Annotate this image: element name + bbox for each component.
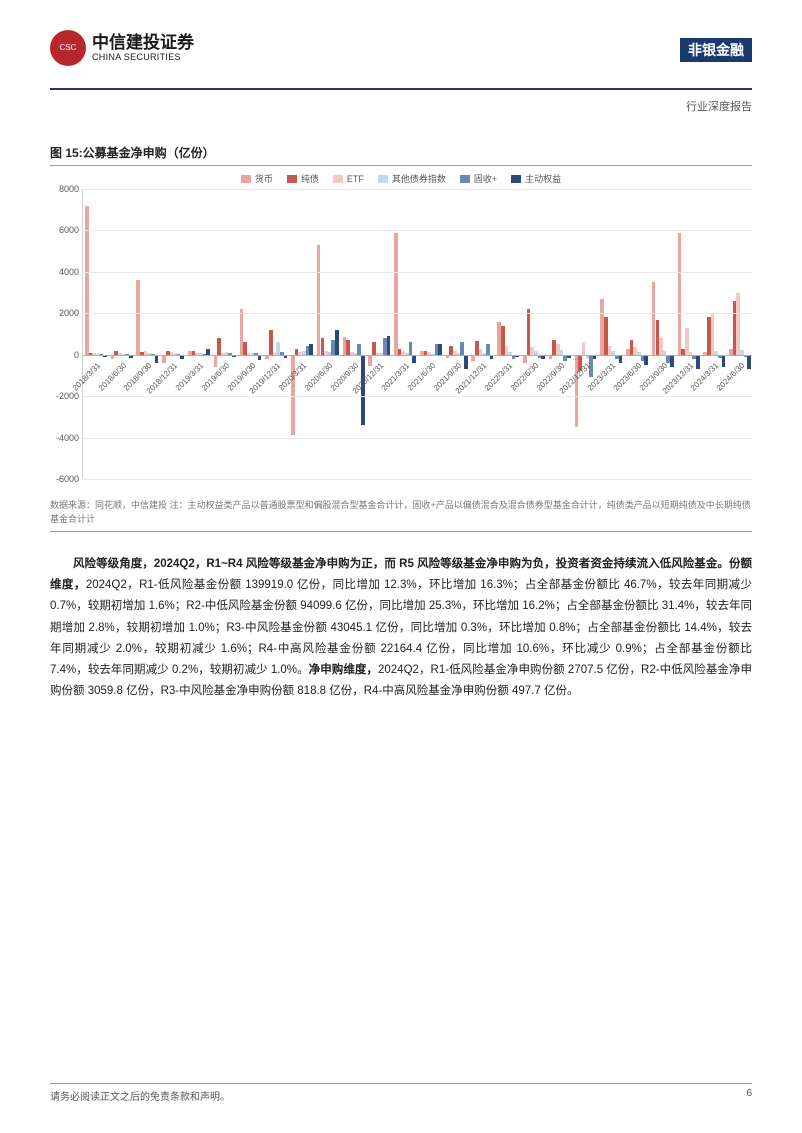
bar — [582, 342, 586, 354]
bar — [736, 293, 740, 355]
legend-item: 货币 — [241, 172, 273, 185]
y-axis-label: 6000 — [53, 225, 83, 235]
logo-text-en: CHINA SECURITIES — [92, 52, 194, 62]
legend-item: ETF — [333, 172, 364, 185]
footer-disclaimer: 请务必阅读正文之后的免责条款和声明。 — [50, 1088, 230, 1103]
bar — [155, 355, 159, 363]
legend-item: 主动权益 — [511, 172, 561, 185]
bar — [696, 355, 700, 370]
legend-item: 纯债 — [287, 172, 319, 185]
y-axis-label: 0 — [53, 350, 83, 360]
gridline — [83, 189, 752, 190]
bar — [309, 344, 313, 354]
legend-label: 主动权益 — [525, 172, 561, 185]
body-mid-bold: 净申购维度， — [309, 664, 378, 676]
chart-plot: -6000-4000-2000020004000600080002018/3/3… — [82, 189, 752, 479]
legend-label: 货币 — [255, 172, 273, 185]
y-axis-label: -4000 — [53, 433, 83, 443]
bar — [368, 355, 372, 366]
gridline — [83, 230, 752, 231]
y-axis-label: 2000 — [53, 308, 83, 318]
bar — [387, 336, 391, 355]
bar — [412, 355, 416, 363]
bar — [162, 355, 166, 363]
gridline — [83, 438, 752, 439]
body-paragraph: 风险等级角度，2024Q2，R1~R4 风险等级基金净申购为正，而 R5 风险等… — [50, 554, 752, 703]
bar — [214, 355, 218, 367]
logo-icon: CSC — [50, 30, 86, 66]
legend-item: 固收+ — [460, 172, 497, 185]
bar — [394, 233, 398, 355]
bar — [619, 355, 623, 363]
bar — [711, 313, 715, 354]
sector-label: 非银金融 — [680, 38, 752, 62]
gridline — [83, 272, 752, 273]
bars-layer — [83, 189, 752, 479]
legend-swatch — [511, 175, 521, 183]
bar — [438, 344, 442, 354]
report-type: 行业深度报告 — [50, 98, 752, 114]
legend-item: 其他债券指数 — [378, 172, 446, 185]
legend-label: ETF — [347, 174, 364, 184]
bar — [644, 355, 648, 365]
y-axis-label: -2000 — [53, 391, 83, 401]
page-number: 6 — [746, 1088, 752, 1103]
bar — [291, 355, 295, 436]
chart-legend: 货币 纯债 ETF 其他债券指数 固收+ 主动权益 — [50, 172, 752, 185]
bar — [357, 344, 361, 354]
page-footer: 请务必阅读正文之后的免责条款和声明。 6 — [50, 1083, 752, 1103]
bar — [523, 355, 527, 363]
gridline — [83, 479, 752, 480]
logo-area: CSC 中信建投证券 CHINA SECURITIES — [50, 30, 194, 66]
bar — [678, 233, 682, 355]
legend-swatch — [460, 175, 470, 183]
gridline — [83, 355, 752, 356]
bar — [85, 206, 89, 355]
bar — [464, 355, 468, 370]
figure-title: 图 15:公募基金净申购（亿份） — [50, 144, 752, 166]
page-header: CSC 中信建投证券 CHINA SECURITIES 非银金融 — [50, 30, 752, 90]
bar — [747, 355, 751, 370]
y-axis-label: -6000 — [53, 474, 83, 484]
bar — [335, 330, 339, 355]
chart-container: 货币纯债ETF其他债券指数固收+主动权益 -6000-4000-20000200… — [50, 172, 752, 492]
gridline — [83, 396, 752, 397]
bar — [269, 330, 273, 355]
bar — [670, 355, 674, 367]
legend-label: 固收+ — [474, 172, 497, 185]
y-axis-label: 8000 — [53, 184, 83, 194]
legend-label: 纯债 — [301, 172, 319, 185]
logo-text-cn: 中信建投证券 — [92, 34, 194, 53]
legend-swatch — [287, 175, 297, 183]
legend-label: 其他债券指数 — [392, 172, 446, 185]
body-text-1: 2024Q2，R1-低风险基金份额 139919.0 亿份，同比增加 12.3%… — [50, 579, 752, 676]
legend-swatch — [378, 175, 388, 183]
y-axis-label: 4000 — [53, 267, 83, 277]
bar — [460, 342, 464, 354]
legend-swatch — [241, 175, 251, 183]
bar — [722, 355, 726, 367]
chart-footnote: 数据来源：同花顺，中信建投 注：主动权益类产品以普通股票型和偏股混合型基金合计计… — [50, 498, 752, 532]
bar — [136, 280, 140, 355]
bar — [486, 344, 490, 354]
legend-swatch — [333, 175, 343, 183]
bar — [409, 342, 413, 354]
gridline — [83, 313, 752, 314]
